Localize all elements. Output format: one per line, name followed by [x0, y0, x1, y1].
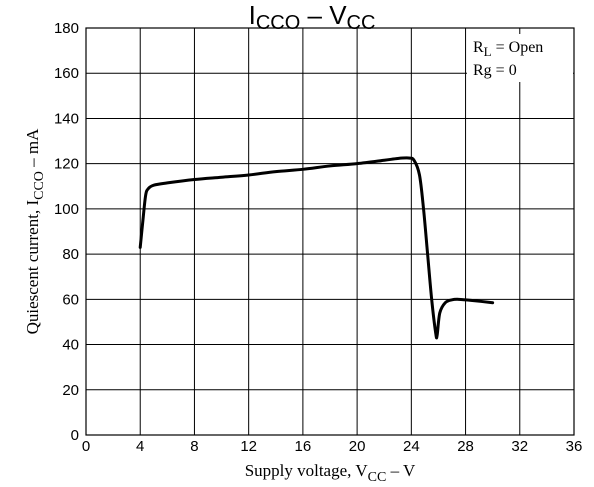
tick-layer: 0 4 8 12 16 20 24 28 32 36 0 20 40 60 80 100 120 140 160 18…	[54, 20, 582, 455]
plot-frame	[85, 27, 575, 436]
annotation-rl-sub: L	[484, 44, 492, 59]
x-tick-label: 24	[403, 438, 420, 455]
y-tick-label: 60	[62, 291, 79, 308]
annotation-rl-rest: = Open	[492, 39, 544, 56]
y-axis-label: Quiescent current, ICCO – mA	[23, 128, 47, 335]
series-layer	[138, 156, 495, 340]
y-axis-label-sub: CCO	[32, 171, 47, 200]
chart-title: ICCO – VCC	[249, 0, 376, 34]
y-tick-label: 40	[62, 337, 79, 354]
title-sub-1: CCO	[256, 12, 300, 34]
y-tick-label: 0	[71, 427, 79, 444]
annotation-rl: RL = Open	[473, 39, 543, 59]
x-tick-label: 28	[457, 438, 474, 455]
grid-layer	[86, 28, 574, 435]
title-main-1: I	[249, 0, 256, 30]
x-axis-label-post: – V	[386, 461, 416, 480]
title-sub-2: CC	[347, 12, 376, 34]
y-tick-label: 100	[54, 201, 79, 218]
x-axis-label-pre: Supply voltage, V	[245, 461, 369, 480]
x-tick-label: 8	[190, 438, 198, 455]
x-tick-label: 36	[566, 438, 583, 455]
y-tick-label: 160	[54, 65, 79, 82]
series-line	[138, 156, 495, 340]
x-tick-label: 0	[82, 438, 90, 455]
y-axis-label-pre: Quiescent current, I	[23, 200, 42, 335]
y-tick-label: 80	[62, 246, 79, 263]
y-tick-label: 20	[62, 382, 79, 399]
x-tick-label: 12	[240, 438, 257, 455]
annotation-background	[467, 34, 573, 82]
annotation-rg: Rg = 0	[473, 62, 517, 79]
title-main-2: V	[329, 0, 347, 30]
x-tick-label: 4	[136, 438, 144, 455]
x-tick-label: 20	[349, 438, 366, 455]
x-tick-label: 32	[511, 438, 528, 455]
y-tick-label: 180	[54, 20, 79, 37]
y-axis-label-post: – mA	[23, 128, 42, 171]
x-axis-label: Supply voltage, VCC – V	[245, 461, 416, 485]
x-axis-label-sub: CC	[368, 470, 387, 485]
y-tick-label: 140	[54, 110, 79, 127]
x-tick-label: 16	[295, 438, 312, 455]
annotation-rl-main: R	[473, 39, 484, 56]
title-separator: –	[300, 0, 329, 30]
y-tick-label: 120	[54, 156, 79, 173]
